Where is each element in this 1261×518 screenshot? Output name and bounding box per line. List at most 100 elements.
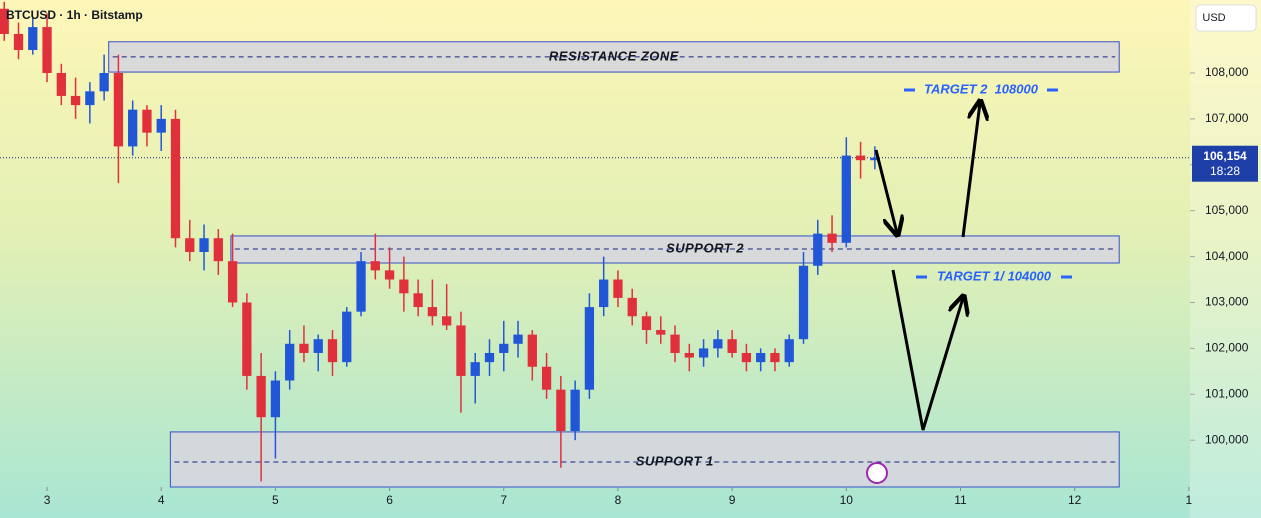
candle-body bbox=[313, 339, 323, 353]
x-tick-label: 9 bbox=[729, 493, 736, 507]
candle-body bbox=[456, 325, 466, 376]
y-tick-label: 100,000 bbox=[1205, 432, 1249, 446]
watermark-icon bbox=[866, 462, 888, 484]
candle-body bbox=[713, 339, 723, 349]
x-tick-label: 5 bbox=[272, 493, 279, 507]
y-tick-label: 107,000 bbox=[1205, 111, 1249, 125]
candle-body bbox=[199, 238, 209, 252]
arrow-up bbox=[961, 103, 980, 238]
last-price-label: 106,154 bbox=[1203, 149, 1247, 163]
candle-body bbox=[242, 302, 252, 376]
candle-body bbox=[270, 380, 281, 418]
candle-body bbox=[85, 91, 95, 106]
candle-body bbox=[470, 362, 480, 376]
candle-body bbox=[370, 261, 380, 271]
x-tick-label: 7 bbox=[500, 493, 507, 507]
candle-body bbox=[641, 316, 652, 331]
x-tick-label: 11 bbox=[954, 493, 967, 507]
candle-body bbox=[741, 352, 752, 363]
zone-label: RESISTANCE ZONE bbox=[549, 48, 679, 63]
candle-body bbox=[484, 352, 495, 363]
x-tick-label: 1 bbox=[1186, 493, 1193, 507]
candle-body bbox=[541, 366, 552, 390]
candle-body bbox=[770, 352, 780, 363]
candle-body bbox=[42, 27, 52, 73]
x-tick-label: 8 bbox=[615, 493, 622, 507]
candle-body bbox=[427, 307, 438, 317]
candle-body bbox=[384, 270, 395, 280]
countdown: 18:28 bbox=[1210, 164, 1240, 178]
y-tick-label: 105,000 bbox=[1205, 203, 1249, 217]
candle-body bbox=[684, 352, 694, 358]
candle-body bbox=[327, 339, 338, 363]
candle-body bbox=[513, 334, 523, 344]
candle-body bbox=[698, 348, 709, 358]
candle-body bbox=[99, 72, 109, 92]
candle-body bbox=[0, 8, 9, 34]
candle-body bbox=[756, 352, 766, 363]
candle-body bbox=[613, 279, 623, 298]
candle-body bbox=[70, 95, 81, 106]
candle-body bbox=[413, 293, 423, 308]
candle-body bbox=[128, 109, 138, 147]
target-label: TARGET 1/ 104000 bbox=[937, 268, 1052, 283]
candle-body bbox=[656, 330, 666, 335]
chart-title: BTCUSD · 1h · Bitstamp bbox=[6, 8, 143, 22]
candle-body bbox=[556, 389, 566, 432]
candle-body bbox=[13, 33, 24, 51]
x-tick-label: 12 bbox=[1068, 493, 1082, 507]
candle-body bbox=[142, 109, 152, 133]
y-tick-label: 104,000 bbox=[1205, 249, 1249, 263]
price-axis bbox=[1190, 0, 1261, 518]
candle-body bbox=[527, 334, 537, 367]
candle-body bbox=[727, 339, 737, 353]
candle-body bbox=[156, 118, 166, 133]
candle-body bbox=[28, 27, 38, 51]
candle-body bbox=[299, 343, 309, 353]
y-tick-label: 108,000 bbox=[1205, 65, 1249, 79]
x-tick-label: 6 bbox=[386, 493, 393, 507]
candle-body bbox=[170, 118, 181, 239]
candle-body bbox=[213, 238, 223, 262]
candle-body bbox=[855, 155, 866, 161]
candle-body bbox=[227, 261, 238, 303]
candle-body bbox=[356, 261, 366, 312]
y-tick-label: 103,000 bbox=[1205, 295, 1249, 309]
currency-box[interactable] bbox=[1195, 4, 1257, 32]
candle-body bbox=[285, 343, 295, 381]
candle-body bbox=[584, 307, 595, 390]
y-tick-label: 102,000 bbox=[1205, 341, 1249, 355]
arrow-path bbox=[891, 269, 963, 431]
zone-label: SUPPORT 2 bbox=[666, 240, 744, 255]
candle-body bbox=[784, 339, 794, 363]
candle-body bbox=[342, 311, 352, 363]
target-label: TARGET 2 108000 bbox=[924, 81, 1039, 96]
x-tick-label: 3 bbox=[44, 493, 51, 507]
last-price-box bbox=[1192, 145, 1258, 182]
candle-body bbox=[670, 334, 680, 353]
candle-body bbox=[185, 238, 195, 252]
zone bbox=[169, 431, 1120, 488]
candle-body bbox=[827, 233, 837, 243]
candle-body bbox=[570, 389, 580, 432]
candle-body bbox=[256, 375, 266, 418]
y-tick-label: 101,000 bbox=[1205, 386, 1249, 400]
x-tick-label: 10 bbox=[840, 493, 854, 507]
candle-body bbox=[113, 72, 124, 147]
candle-body bbox=[56, 72, 66, 96]
candle-body bbox=[442, 316, 452, 326]
arrows bbox=[874, 103, 980, 431]
arrow-down bbox=[874, 149, 897, 233]
target-dashes bbox=[904, 88, 1072, 279]
x-tick-label: 4 bbox=[158, 493, 165, 507]
candle-body bbox=[841, 155, 851, 243]
candle-body bbox=[798, 265, 809, 340]
candle-body bbox=[599, 279, 609, 308]
candle-body bbox=[627, 297, 637, 317]
candle-body bbox=[399, 279, 409, 294]
candle-body bbox=[813, 233, 823, 266]
candle-body bbox=[870, 157, 880, 161]
zone-label: SUPPORT 1 bbox=[636, 453, 714, 468]
